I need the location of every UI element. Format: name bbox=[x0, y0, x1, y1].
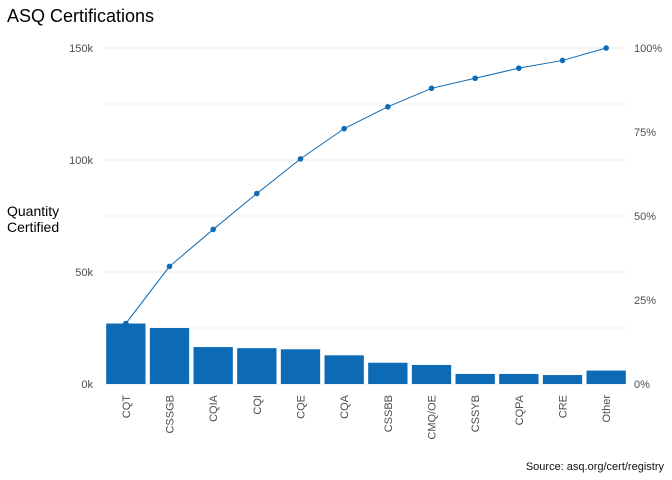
x-tick-label: CQA bbox=[339, 394, 351, 419]
x-tick-label: CQI bbox=[252, 395, 264, 415]
chart-title: ASQ Certifications bbox=[7, 6, 154, 26]
cumulative-point bbox=[297, 156, 304, 162]
bar bbox=[237, 348, 277, 384]
x-tick-label: Other bbox=[601, 395, 613, 423]
y-tick-label: 100k bbox=[69, 155, 93, 167]
y-axis-title: Quantity Certified bbox=[7, 203, 59, 235]
y-axis-title-line: Certified bbox=[7, 219, 59, 235]
y2-tick-label: 50% bbox=[634, 211, 656, 223]
cumulative-point bbox=[254, 190, 260, 197]
cumulative-point bbox=[341, 125, 347, 132]
y2-tick-label: 100% bbox=[634, 43, 662, 55]
cumulative-point bbox=[559, 57, 566, 64]
x-tick-label: CMQ/OE bbox=[427, 395, 439, 440]
bar bbox=[586, 370, 626, 384]
y2-tick-label: 25% bbox=[634, 295, 656, 307]
x-tick-label: CSSGB bbox=[165, 395, 177, 434]
x-tick-label: CSSYB bbox=[470, 395, 482, 432]
line-layer bbox=[123, 45, 609, 327]
y-tick-label: 150k bbox=[69, 43, 93, 55]
y-axis-title-line: Quantity bbox=[7, 203, 59, 219]
bars-layer bbox=[106, 323, 626, 384]
bar bbox=[368, 362, 408, 384]
axis-layer: 0k 50k 100k 150k 0% 25% 50% 75% 100% CQT CSSGB CQIA… bbox=[69, 43, 662, 440]
cumulative-point bbox=[385, 104, 391, 110]
x-tick-label: CQE bbox=[296, 395, 308, 419]
cumulative-point bbox=[428, 85, 435, 92]
bar bbox=[324, 355, 364, 384]
x-tick-label: CQIA bbox=[208, 394, 220, 422]
cumulative-point bbox=[123, 320, 129, 327]
grid-layer bbox=[104, 47, 628, 385]
cumulative-point bbox=[166, 263, 173, 270]
y2-tick-label: 75% bbox=[634, 127, 656, 139]
x-tick-label: CQPA bbox=[514, 394, 526, 425]
bar bbox=[280, 349, 321, 384]
chart-caption: Source: asq.org/cert/registry bbox=[526, 461, 665, 473]
bar bbox=[499, 373, 539, 384]
bar bbox=[193, 347, 233, 384]
bar bbox=[542, 375, 583, 384]
y2-tick-label: 0% bbox=[634, 379, 650, 391]
y-tick-label: 50k bbox=[75, 267, 93, 279]
x-tick-label: CSSBB bbox=[383, 395, 395, 432]
bar bbox=[149, 328, 190, 384]
x-tick-label: CQT bbox=[121, 395, 133, 419]
cumulative-point bbox=[516, 65, 522, 71]
bar bbox=[106, 323, 146, 384]
cumulative-line bbox=[125, 47, 607, 324]
x-tick-label: CRE bbox=[558, 395, 570, 418]
cumulative-point bbox=[472, 75, 478, 82]
y-tick-label: 0k bbox=[81, 379, 93, 391]
cumulative-point bbox=[603, 45, 609, 51]
bar bbox=[411, 364, 452, 384]
bar bbox=[455, 373, 495, 384]
cumulative-point bbox=[210, 226, 216, 233]
